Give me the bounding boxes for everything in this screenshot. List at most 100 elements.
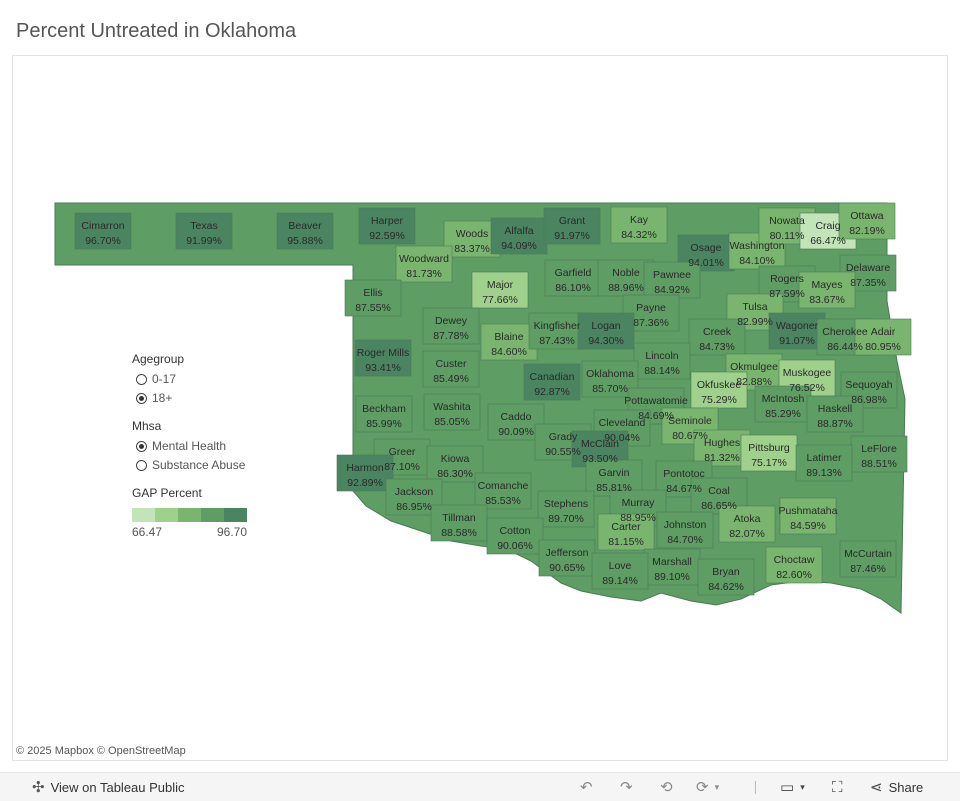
- county-value-washita: 85.05%: [434, 416, 470, 428]
- county-roger-mills[interactable]: [354, 339, 412, 377]
- download-button[interactable]: ▭ ▾: [780, 773, 805, 801]
- county-canadian[interactable]: [523, 363, 581, 401]
- county-lincoln[interactable]: [633, 342, 691, 380]
- county-harmon[interactable]: [336, 454, 394, 492]
- county-logan[interactable]: [577, 312, 635, 350]
- county-latimer[interactable]: [795, 444, 853, 482]
- county-love[interactable]: [591, 552, 649, 590]
- county-cotton[interactable]: [486, 517, 544, 555]
- fullscreen-icon: ⛶: [832, 778, 843, 796]
- county-adair[interactable]: [854, 318, 912, 356]
- radio-selected-icon[interactable]: [136, 392, 147, 404]
- county-value-cotton: 90.06%: [497, 540, 533, 552]
- county-major[interactable]: [471, 271, 529, 309]
- county-name-oklahoma: Oklahoma: [586, 368, 634, 380]
- county-value-haskell: 88.87%: [817, 418, 853, 430]
- county-wagoner[interactable]: [768, 312, 826, 350]
- revert-button[interactable]: ⟲: [660, 773, 673, 801]
- agegroup-option-18-plus[interactable]: 18+: [136, 391, 247, 405]
- county-pittsburg[interactable]: [740, 434, 798, 472]
- view-on-tableau-link[interactable]: ✣ View on Tableau Public: [32, 773, 185, 801]
- county-choctaw[interactable]: [765, 546, 823, 584]
- county-okfuskee[interactable]: [690, 371, 748, 409]
- county-ellis[interactable]: [344, 279, 402, 317]
- county-dewey[interactable]: [422, 307, 480, 345]
- county-value-bryan: 84.62%: [708, 581, 744, 593]
- mhsa-filter: Mhsa Mental Health Substance Abuse: [132, 419, 247, 472]
- county-beaver[interactable]: [276, 212, 334, 250]
- county-bryan[interactable]: [697, 558, 755, 596]
- county-kay[interactable]: [610, 206, 668, 244]
- county-texas[interactable]: [175, 212, 233, 250]
- refresh-icon: ⟳: [696, 779, 709, 796]
- county-value-beckham: 85.99%: [366, 418, 402, 430]
- county-name-pottawatomie: Pottawatomie: [624, 395, 688, 407]
- county-pawnee[interactable]: [643, 261, 701, 299]
- county-mccurtain[interactable]: [839, 540, 897, 578]
- county-name-delaware: Delaware: [846, 262, 891, 274]
- county-atoka[interactable]: [718, 505, 776, 543]
- county-name-osage: Osage: [691, 242, 722, 254]
- county-garfield[interactable]: [544, 259, 602, 297]
- county-kiowa[interactable]: [426, 445, 484, 483]
- county-grant[interactable]: [543, 207, 601, 245]
- county-blaine[interactable]: [480, 323, 538, 361]
- share-button[interactable]: ⋖ Share: [870, 773, 923, 801]
- county-value-adair: 80.95%: [865, 341, 901, 353]
- county-woods[interactable]: [443, 220, 501, 258]
- county-name-stephens: Stephens: [544, 498, 588, 510]
- county-cimarron[interactable]: [74, 212, 132, 250]
- redo-button[interactable]: ↷: [620, 773, 633, 801]
- county-comanche[interactable]: [474, 472, 532, 510]
- legend-panel: Agegroup 0-17 18+ Mhsa Mental Health Sub…: [132, 352, 247, 553]
- county-washita[interactable]: [423, 393, 481, 431]
- county-name-kiowa: Kiowa: [441, 453, 470, 465]
- toolbar-divider: [755, 781, 756, 794]
- ramp-min-label: 66.47: [132, 525, 163, 539]
- county-ottawa[interactable]: [838, 202, 896, 240]
- county-caddo[interactable]: [487, 403, 545, 441]
- chevron-down-icon: ▾: [714, 781, 720, 792]
- county-name-jefferson: Jefferson: [546, 547, 589, 559]
- county-name-beaver: Beaver: [288, 220, 322, 232]
- county-pushmataha[interactable]: [779, 497, 837, 535]
- county-value-muskogee: 76.52%: [789, 382, 825, 394]
- refresh-button[interactable]: ⟳ ▾: [696, 773, 719, 801]
- county-tillman[interactable]: [430, 504, 488, 542]
- ramp-max-label: 96.70: [216, 525, 247, 539]
- county-custer[interactable]: [422, 350, 480, 388]
- county-name-harper: Harper: [371, 215, 404, 227]
- agegroup-option-0-17[interactable]: 0-17: [136, 372, 247, 386]
- county-hughes[interactable]: [693, 429, 751, 467]
- county-creek[interactable]: [688, 318, 746, 356]
- county-name-grady: Grady: [549, 431, 578, 443]
- county-name-alfalfa: Alfalfa: [504, 225, 533, 237]
- county-leflore[interactable]: [850, 435, 908, 473]
- mhsa-option-mental-health[interactable]: Mental Health: [136, 439, 247, 453]
- county-name-atoka: Atoka: [734, 513, 761, 525]
- county-value-mcclain: 93.50%: [582, 453, 618, 465]
- county-carter[interactable]: [597, 513, 655, 551]
- map-frame[interactable]: Cimarron 96.70% Texas 91.99% Beaver 95.88% Har…: [12, 55, 948, 761]
- undo-button[interactable]: ↶: [580, 773, 593, 801]
- mhsa-option-substance-abuse[interactable]: Substance Abuse: [136, 458, 247, 472]
- county-stephens[interactable]: [537, 490, 595, 528]
- radio-selected-icon[interactable]: [136, 440, 147, 452]
- radio-icon[interactable]: [136, 459, 147, 471]
- county-value-oklahoma: 85.70%: [592, 383, 628, 395]
- county-harper[interactable]: [358, 207, 416, 245]
- county-value-garfield: 86.10%: [555, 282, 591, 294]
- county-value-delaware: 87.35%: [850, 277, 886, 289]
- county-beckham[interactable]: [355, 395, 413, 433]
- fullscreen-button[interactable]: ⛶: [832, 773, 843, 801]
- oklahoma-map[interactable]: Cimarron 96.70% Texas 91.99% Beaver 95.88% Har…: [13, 56, 947, 760]
- county-woodward[interactable]: [395, 245, 453, 283]
- radio-icon[interactable]: [136, 373, 147, 385]
- county-johnston[interactable]: [656, 511, 714, 549]
- county-mayes[interactable]: [798, 271, 856, 309]
- county-haskell[interactable]: [806, 395, 864, 433]
- county-jefferson[interactable]: [538, 539, 596, 577]
- county-name-blaine: Blaine: [494, 331, 523, 343]
- gap-percent-label: GAP Percent: [132, 486, 202, 500]
- county-alfalfa[interactable]: [490, 217, 548, 255]
